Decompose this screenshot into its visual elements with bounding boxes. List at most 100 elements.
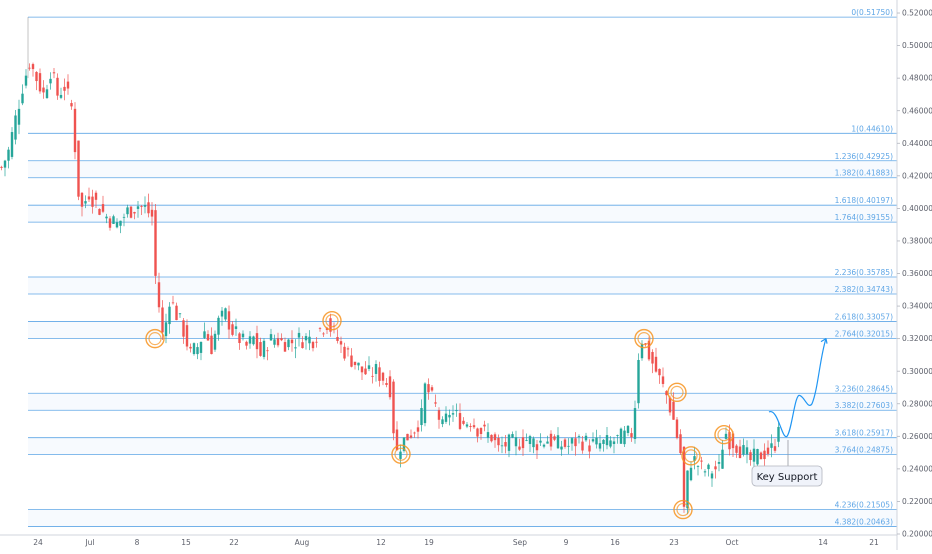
fib-label: 1(0.44610) [851, 124, 893, 133]
y-tick-label: 0.38000 [902, 237, 932, 246]
candle-body [206, 334, 210, 341]
y-tick-label: 0.28000 [902, 399, 932, 408]
candle-body [77, 140, 80, 197]
candle-body [542, 444, 546, 447]
candle-body [273, 339, 276, 345]
circle-marker-inner [670, 385, 684, 399]
candle-body [707, 464, 710, 470]
candle-body [682, 446, 686, 507]
candle-body [105, 216, 108, 219]
candle-body [49, 78, 52, 84]
candle-body [423, 383, 427, 424]
candle-body [490, 434, 493, 442]
candle-body [63, 86, 66, 91]
circle-marker-inner [637, 332, 651, 346]
projection-arrowhead [820, 338, 828, 344]
candle-body [721, 449, 724, 469]
candle-body [546, 441, 549, 444]
candle-body [259, 342, 262, 356]
circle-marker [673, 499, 693, 520]
candle-body [21, 93, 24, 104]
candle-body [280, 338, 283, 341]
candle-body [763, 450, 766, 460]
candle-body [504, 442, 507, 447]
candle-body [584, 435, 588, 441]
candle-body [553, 436, 556, 440]
candle-body [710, 473, 714, 479]
candle-body [339, 341, 343, 345]
candle-body [98, 208, 101, 215]
candle-body [458, 413, 462, 429]
fib-level-lines [28, 16, 897, 527]
candle-body [521, 437, 525, 449]
candle-body [441, 419, 444, 425]
candle-body [28, 67, 31, 69]
candle-body [605, 435, 609, 446]
candle-body [451, 413, 455, 415]
candle-body [395, 429, 399, 450]
fib-band [28, 321, 897, 339]
candle-body [399, 451, 402, 459]
candle-body [143, 205, 147, 207]
candle-body [574, 438, 577, 447]
candle-body [427, 384, 430, 393]
candle-body [371, 375, 374, 377]
candle-body [87, 196, 91, 200]
candle-body [178, 313, 182, 315]
candle-body [668, 397, 672, 413]
y-tick-label: 0.26000 [902, 432, 932, 441]
candle-body [129, 206, 133, 218]
candle-body [416, 427, 420, 432]
fib-label: 3.382(0.27603) [835, 401, 893, 410]
circle-marker [634, 328, 654, 349]
candle-body [742, 445, 745, 455]
fib-band [28, 277, 897, 294]
candle-body [378, 367, 381, 381]
candle-body [350, 355, 353, 367]
candle-body [80, 192, 84, 207]
candle-body [385, 383, 388, 385]
candle-body [759, 452, 763, 460]
fib-label: 3.618(0.25917) [835, 429, 893, 438]
x-tick-label: Jul [84, 538, 94, 547]
candle-body [493, 434, 497, 441]
circle-marker [667, 382, 687, 403]
candle-body [462, 420, 465, 424]
candle-body [500, 445, 504, 447]
candle-body [147, 202, 150, 214]
candle-body [52, 72, 56, 74]
candle-body [472, 425, 476, 428]
candle-body [514, 437, 518, 447]
candle-body [749, 452, 752, 461]
candle-body [700, 460, 703, 462]
y-tick-label: 0.50000 [902, 41, 932, 50]
candle-body [150, 209, 154, 217]
candle-body [266, 350, 269, 352]
fib-label: 1.236(0.42925) [835, 152, 893, 161]
candle-body [672, 401, 675, 420]
candle-body [413, 432, 416, 434]
y-tick-label: 0.40000 [902, 204, 932, 213]
candle-body [588, 445, 591, 452]
fib-label: 2.618(0.33057) [835, 312, 893, 321]
candle-body [535, 444, 539, 451]
fib-band [28, 437, 897, 455]
candle-body [539, 440, 542, 443]
fib-label: 0(0.51750) [851, 8, 893, 17]
candle-body [661, 376, 665, 384]
candle-body [388, 376, 392, 398]
circle-marker-inner [684, 449, 698, 463]
candle-body [126, 207, 129, 215]
x-tick-label: 19 [424, 538, 434, 547]
y-tick-label: 0.46000 [902, 106, 932, 115]
candle-body [374, 364, 378, 374]
fib-label: 1.382(0.41883) [835, 169, 893, 178]
candle-body [581, 441, 584, 451]
x-tick-label: 9 [564, 538, 569, 547]
candle-body [630, 433, 633, 438]
fib-label: 4.236(0.21505) [835, 500, 893, 509]
candle-body [276, 338, 280, 346]
candle-body [532, 438, 535, 448]
